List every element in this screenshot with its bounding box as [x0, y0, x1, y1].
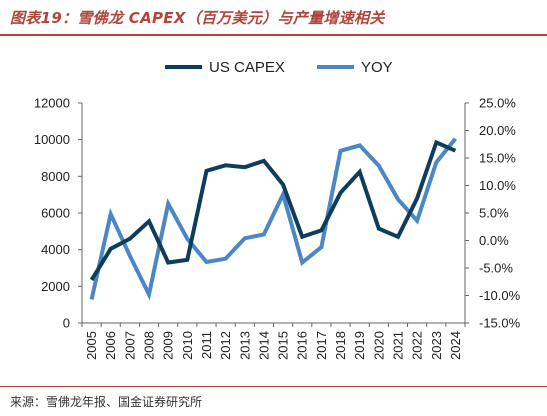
right-tick-label: -15.0%: [479, 316, 521, 331]
left-tick-label: 8000: [41, 169, 70, 184]
left-tick-label: 12000: [34, 96, 70, 111]
right-tick-label: 15.0%: [479, 151, 516, 166]
x-tick-label: 2019: [352, 331, 367, 360]
x-tick-label: 2015: [276, 331, 291, 360]
chart-axes: 0 2000 4000 6000 8000 10000 12000 -15.0% -10.0% -…: [34, 96, 521, 360]
right-tick-label: 20.0%: [479, 123, 516, 138]
x-tick-label: 2011: [199, 331, 214, 359]
left-tick-label: 4000: [41, 242, 70, 257]
series-line-us-capex: [89, 139, 457, 281]
x-tick-label: 2022: [410, 331, 425, 360]
left-tick-label: 2000: [41, 279, 70, 294]
x-tick-label: 2012: [218, 331, 233, 360]
legend-label-yoy: YOY: [361, 59, 393, 76]
chart-series: [89, 137, 457, 301]
x-tick-label: 2024: [448, 331, 463, 360]
source-note: 来源：雪佛龙年报、国金证券研究所: [10, 395, 203, 409]
series-line-yoy: [89, 137, 457, 301]
x-tick-label: 2017: [314, 331, 329, 360]
x-tick-label: 2023: [429, 331, 444, 360]
left-tick-label: 10000: [34, 132, 70, 147]
x-tick-label: 2016: [295, 331, 310, 360]
chart-title: 图表19：雪佛龙 CAPEX（百万美元）与产量增速相关: [10, 9, 385, 27]
right-tick-label: -5.0%: [479, 261, 513, 276]
x-tick-label: 2013: [237, 331, 252, 360]
x-tick-label: 2018: [333, 331, 348, 360]
line-chart: US CAPEX YOY 0 2000 4000 6000 8000 10000 12000…: [34, 59, 521, 360]
x-tick-label: 2007: [122, 331, 137, 360]
legend-label-us-capex: US CAPEX: [209, 59, 285, 76]
right-tick-label: 25.0%: [479, 96, 516, 111]
right-tick-label: 0.0%: [479, 233, 509, 248]
x-tick-label: 2006: [103, 331, 118, 360]
right-tick-label: 5.0%: [479, 206, 509, 221]
x-tick-label: 2008: [142, 331, 157, 360]
x-tick-label: 2009: [161, 331, 176, 360]
right-tick-label: -10.0%: [479, 288, 521, 303]
x-tick-label: 2014: [256, 331, 271, 360]
x-tick-label: 2010: [180, 331, 195, 360]
left-tick-label: 0: [63, 316, 70, 331]
x-tick-label: 2020: [371, 331, 386, 360]
right-tick-label: 10.0%: [479, 178, 516, 193]
chart-legend: US CAPEX YOY: [165, 59, 393, 76]
source-divider: [0, 386, 547, 387]
x-tick-label: 2005: [84, 331, 99, 360]
title-divider: [0, 34, 547, 36]
left-tick-label: 6000: [41, 206, 70, 221]
x-tick-label: 2021: [390, 331, 405, 360]
